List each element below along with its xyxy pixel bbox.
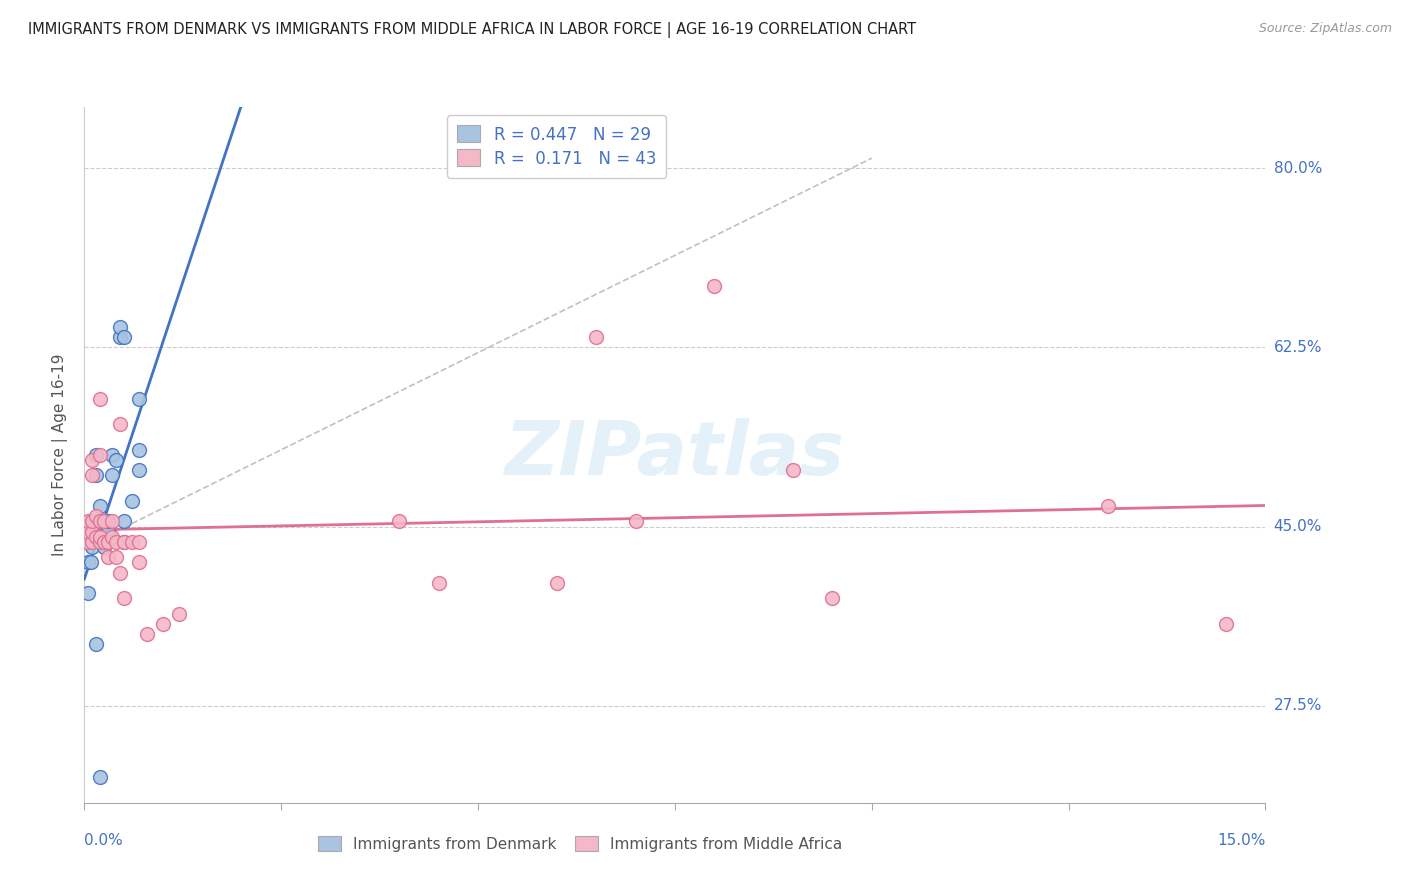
Text: 27.5%: 27.5% <box>1274 698 1322 713</box>
Point <box>79 555 101 569</box>
Text: IMMIGRANTS FROM DENMARK VS IMMIGRANTS FROM MIDDLE AFRICA IN LABOR FORCE | AGE 16: IMMIGRANTS FROM DENMARK VS IMMIGRANTS FR… <box>28 22 917 38</box>
Point <box>101 448 124 462</box>
Y-axis label: In Labor Force | Age 16-19: In Labor Force | Age 16-19 <box>52 353 69 557</box>
Point <box>427 575 450 590</box>
Point <box>76 534 98 549</box>
Point <box>112 534 135 549</box>
Point <box>821 591 844 606</box>
Point <box>108 417 131 432</box>
Point <box>152 616 174 631</box>
Text: 80.0%: 80.0% <box>1274 161 1322 176</box>
Point <box>82 524 104 539</box>
Point <box>128 555 150 569</box>
Point <box>84 509 107 524</box>
Point <box>84 530 107 544</box>
Point <box>585 330 607 344</box>
Point <box>93 540 115 554</box>
Point <box>128 442 150 457</box>
Point <box>101 468 124 483</box>
Text: Source: ZipAtlas.com: Source: ZipAtlas.com <box>1258 22 1392 36</box>
Point <box>703 279 725 293</box>
Point <box>77 555 100 569</box>
Point <box>101 515 124 529</box>
Point <box>89 534 111 549</box>
Point <box>112 330 135 344</box>
Point <box>546 575 568 590</box>
Point <box>108 566 131 580</box>
Point <box>121 534 143 549</box>
Point <box>97 524 120 539</box>
Point <box>82 540 104 554</box>
Point <box>128 392 150 406</box>
Point <box>136 627 159 641</box>
Point <box>108 320 131 334</box>
Point <box>82 468 104 483</box>
Point <box>97 515 120 529</box>
Point <box>1215 616 1237 631</box>
Point <box>82 515 104 529</box>
Point <box>84 448 107 462</box>
Legend: Immigrants from Denmark, Immigrants from Middle Africa: Immigrants from Denmark, Immigrants from… <box>312 830 849 858</box>
Point <box>104 453 127 467</box>
Point <box>89 392 111 406</box>
Point <box>101 530 124 544</box>
Point <box>93 530 115 544</box>
Point <box>112 515 135 529</box>
Point <box>89 515 111 529</box>
Point <box>112 534 135 549</box>
Text: 45.0%: 45.0% <box>1274 519 1322 534</box>
Point <box>84 468 107 483</box>
Point <box>112 591 135 606</box>
Point <box>89 530 111 544</box>
Point <box>93 515 115 529</box>
Point <box>104 550 127 565</box>
Point <box>89 770 111 784</box>
Point <box>77 586 100 600</box>
Point <box>388 515 411 529</box>
Point <box>89 499 111 513</box>
Text: ZIPatlas: ZIPatlas <box>505 418 845 491</box>
Point <box>82 453 104 467</box>
Point <box>121 494 143 508</box>
Text: 15.0%: 15.0% <box>1218 833 1265 848</box>
Point <box>108 330 131 344</box>
Point <box>77 524 100 539</box>
Point <box>82 524 104 539</box>
Point <box>89 530 111 544</box>
Point <box>1097 499 1119 513</box>
Point <box>82 534 104 549</box>
Point <box>97 550 120 565</box>
Point <box>89 448 111 462</box>
Point <box>77 515 100 529</box>
Point <box>782 463 804 477</box>
Text: 0.0%: 0.0% <box>84 833 124 848</box>
Point <box>128 463 150 477</box>
Point <box>624 515 647 529</box>
Point <box>128 534 150 549</box>
Point <box>93 534 115 549</box>
Point <box>167 607 190 621</box>
Point <box>104 534 127 549</box>
Point <box>97 534 120 549</box>
Point <box>89 515 111 529</box>
Text: 62.5%: 62.5% <box>1274 340 1322 355</box>
Point <box>82 515 104 529</box>
Point <box>84 637 107 651</box>
